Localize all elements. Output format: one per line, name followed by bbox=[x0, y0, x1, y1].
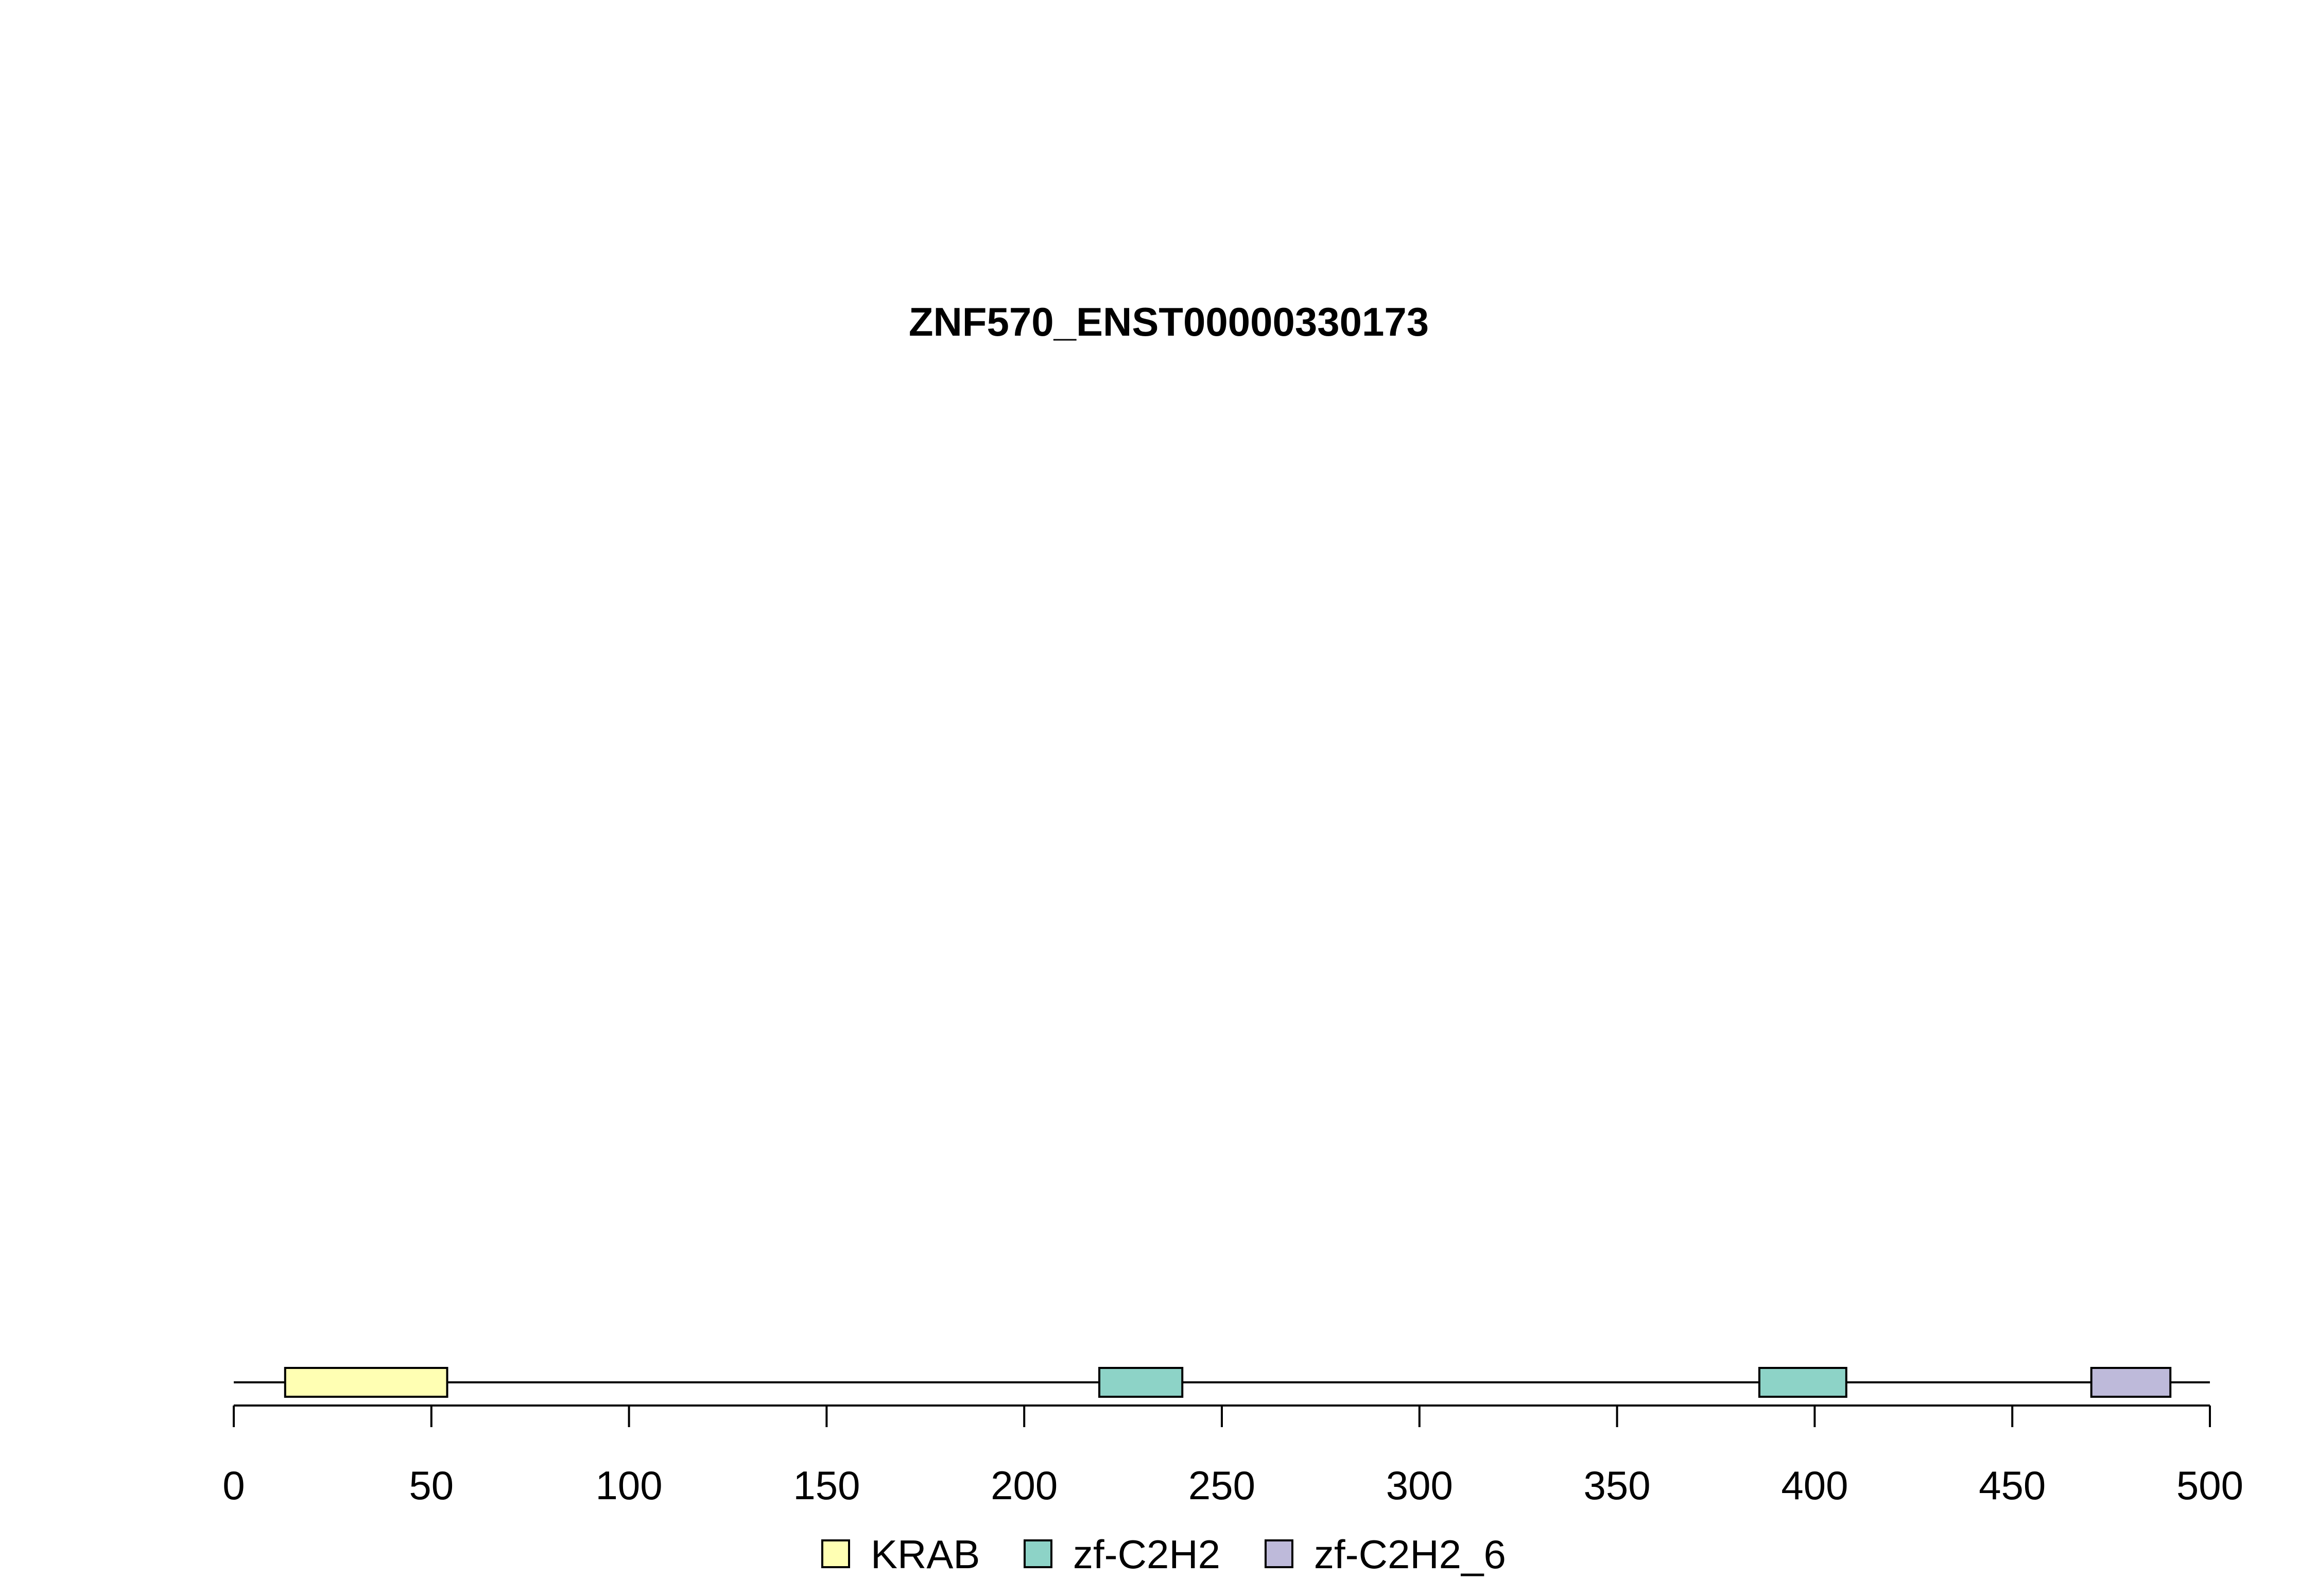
x-tick-label: 100 bbox=[596, 1463, 663, 1508]
x-tick-label: 450 bbox=[1979, 1463, 2046, 1508]
x-tick-label: 400 bbox=[1781, 1463, 1848, 1508]
domain-box-zf-c2h2-6 bbox=[2090, 1367, 2172, 1398]
x-axis: 0 50 100 150 200 250 300 350 400 450 500 bbox=[222, 1404, 2243, 1508]
legend-label: zf-C2H2_6 bbox=[1314, 1532, 1506, 1577]
domain-box-zf-c2h2 bbox=[1758, 1367, 1847, 1398]
chart-title: ZNF570_ENST00000330173 bbox=[909, 299, 1429, 344]
domain-boxes bbox=[284, 1367, 2172, 1398]
x-tick-label: 350 bbox=[1584, 1463, 1651, 1508]
legend-label: KRAB bbox=[871, 1532, 980, 1577]
x-tick-label: 50 bbox=[409, 1463, 454, 1508]
x-tick-label: 500 bbox=[2176, 1463, 2243, 1508]
x-tick-label: 150 bbox=[793, 1463, 860, 1508]
legend: KRAB zf-C2H2 zf-C2H2_6 bbox=[821, 1532, 1506, 1577]
x-tick-label: 250 bbox=[1188, 1463, 1255, 1508]
domain-box-krab bbox=[284, 1367, 448, 1398]
legend-swatch-zf-c2h2-6 bbox=[1265, 1539, 1293, 1568]
x-tick-label: 200 bbox=[991, 1463, 1058, 1508]
domain-box-zf-c2h2 bbox=[1098, 1367, 1184, 1398]
x-tick-label: 300 bbox=[1386, 1463, 1453, 1508]
x-tick-label: 0 bbox=[222, 1463, 245, 1508]
legend-swatch-krab bbox=[821, 1539, 850, 1568]
legend-swatch-zf-c2h2 bbox=[1024, 1539, 1052, 1568]
legend-label: zf-C2H2 bbox=[1073, 1532, 1220, 1577]
